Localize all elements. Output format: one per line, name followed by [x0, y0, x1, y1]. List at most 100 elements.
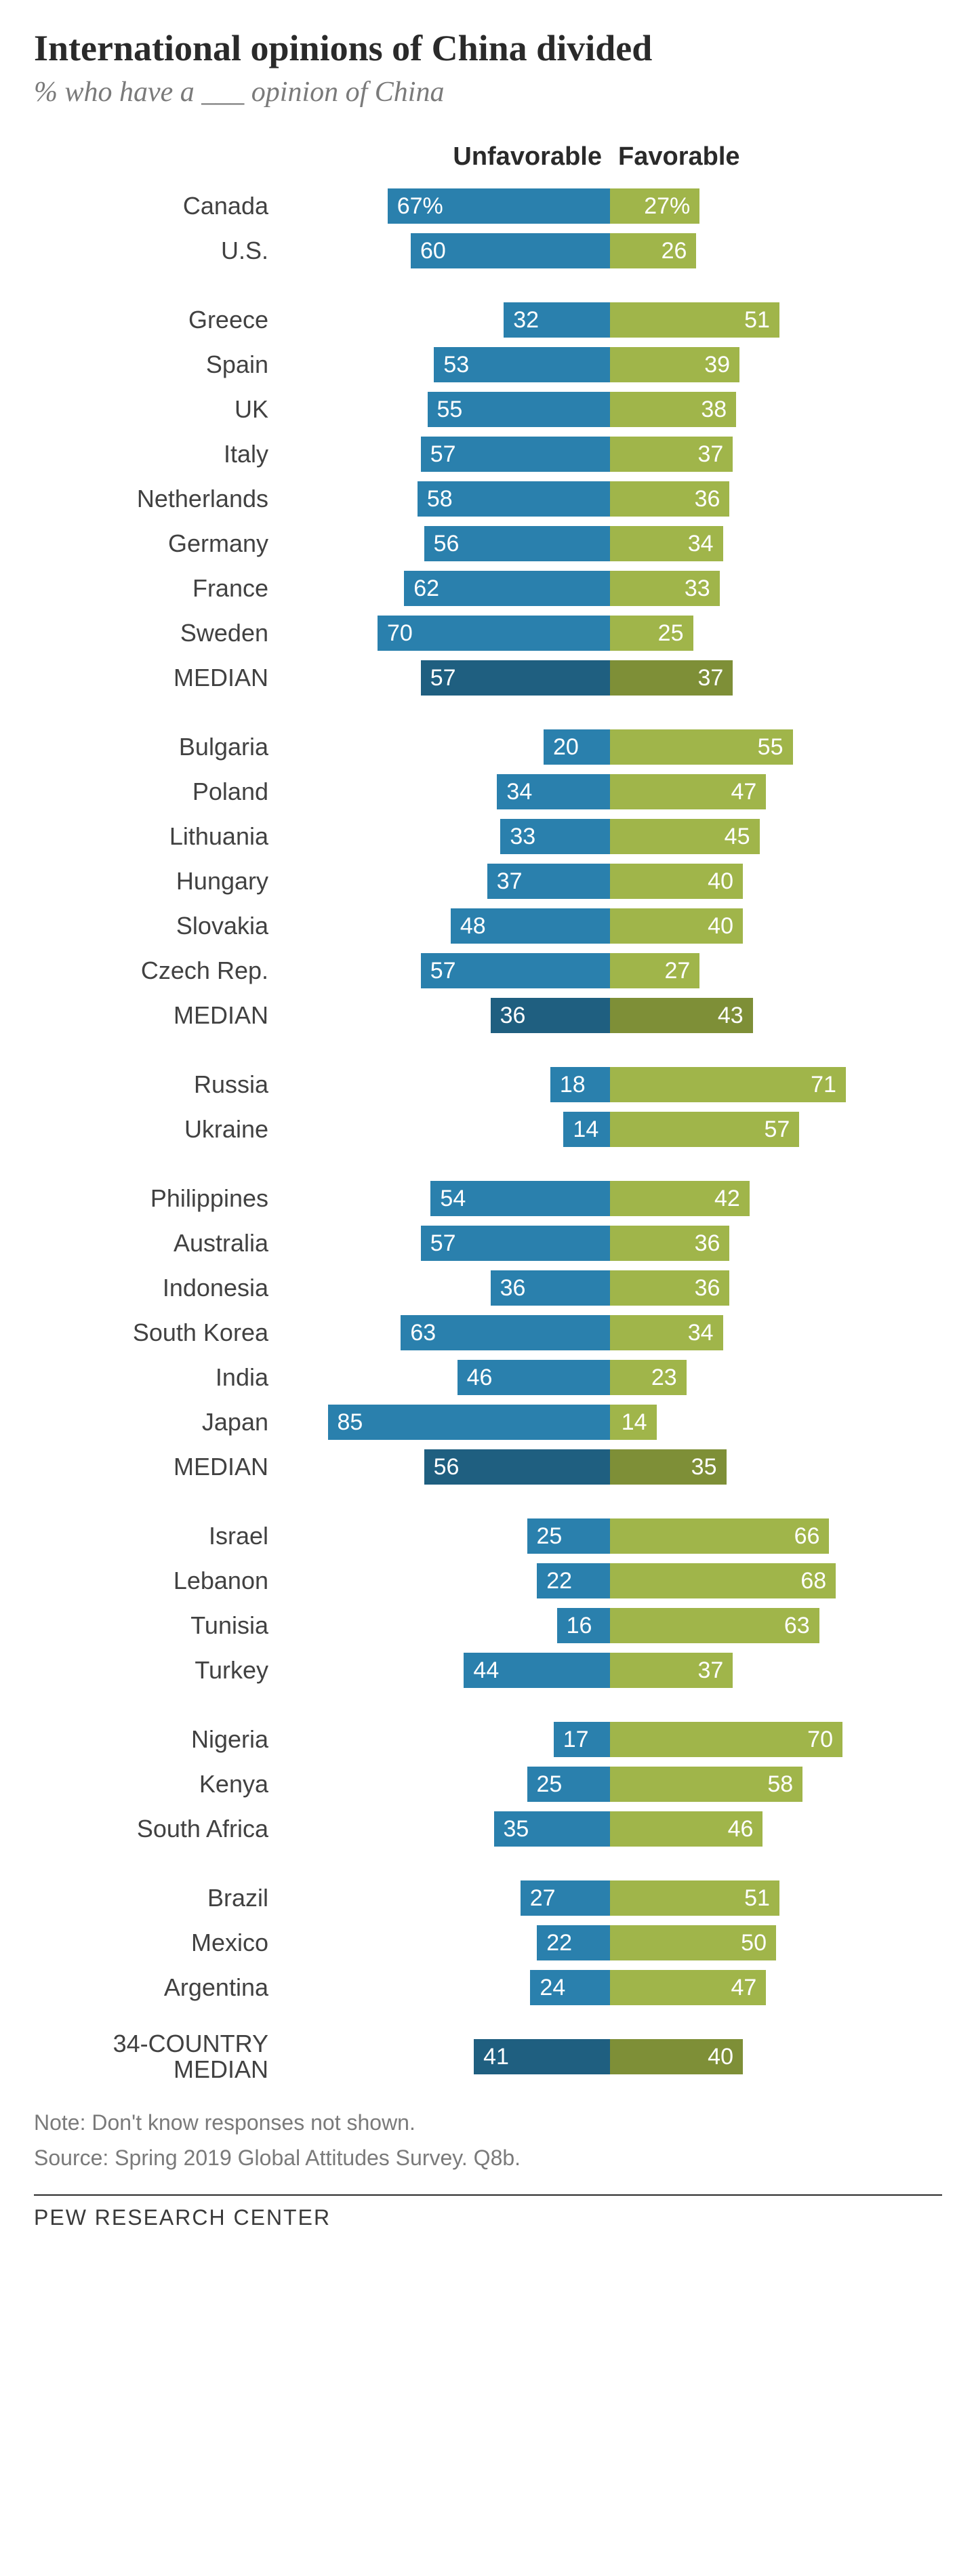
- bar-unfavorable-container: 56: [278, 526, 610, 561]
- bar-unfavorable: 54: [430, 1181, 610, 1216]
- bar-favorable-container: 37: [610, 1653, 942, 1688]
- chart-rows: Canada67%27%U.S.6026Greece3251Spain5339U…: [34, 184, 942, 2079]
- bar-favorable-container: 23: [610, 1360, 942, 1395]
- row-label: Netherlands: [34, 486, 278, 512]
- data-row: Slovakia4840: [34, 904, 942, 948]
- data-row: Argentina2447: [34, 1965, 942, 2010]
- chart-container: International opinions of China divided …: [0, 0, 976, 2264]
- bar-favorable-container: 58: [610, 1767, 942, 1802]
- row-label: Canada: [34, 193, 278, 219]
- data-row: Hungary3740: [34, 859, 942, 904]
- data-row: Czech Rep.5727: [34, 948, 942, 993]
- bar-favorable: 40: [610, 864, 743, 899]
- bar-unfavorable-container: 57: [278, 437, 610, 472]
- bar-favorable: 40: [610, 908, 743, 944]
- data-row: Australia5736: [34, 1221, 942, 1266]
- bar-unfavorable-container: 46: [278, 1360, 610, 1395]
- bar-unfavorable-container: 44: [278, 1653, 610, 1688]
- data-row: UK5538: [34, 387, 942, 432]
- bar-unfavorable: 70: [378, 616, 610, 651]
- bar-favorable: 50: [610, 1925, 776, 1960]
- bar-favorable: 57: [610, 1112, 799, 1147]
- bar-unfavorable-container: 18: [278, 1067, 610, 1102]
- bar-unfavorable-container: 56: [278, 1449, 610, 1485]
- bar-unfavorable-container: 53: [278, 347, 610, 382]
- bar-unfavorable: 56: [424, 526, 610, 561]
- data-row: Philippines5442: [34, 1176, 942, 1221]
- bar-favorable-container: 70: [610, 1722, 942, 1757]
- data-row: Canada 67%27%: [34, 184, 942, 228]
- bar-favorable: 37: [610, 660, 733, 696]
- brand-label: PEW RESEARCH CENTER: [34, 2205, 942, 2230]
- bar-unfavorable-container: 37: [278, 864, 610, 899]
- bar-unfavorable: 36: [491, 1270, 610, 1306]
- bar-favorable: 34: [610, 526, 723, 561]
- bar-favorable: 39: [610, 347, 739, 382]
- row-label: France: [34, 576, 278, 601]
- bar-favorable-container: 37: [610, 660, 942, 696]
- row-label: UK: [34, 397, 278, 422]
- bar-favorable: 14: [610, 1405, 657, 1440]
- bar-favorable-container: 43: [610, 998, 942, 1033]
- bar-unfavorable: 25: [527, 1767, 611, 1802]
- data-row: Germany5634: [34, 521, 942, 566]
- bar-unfavorable-container: 27: [278, 1880, 610, 1916]
- bar-unfavorable-container: 48: [278, 908, 610, 944]
- data-row: Turkey4437: [34, 1648, 942, 1693]
- bar-unfavorable: 62: [404, 571, 610, 606]
- bar-unfavorable-container: 20: [278, 729, 610, 765]
- data-row: Japan8514: [34, 1400, 942, 1445]
- row-label: MEDIAN: [34, 1003, 278, 1028]
- bar-unfavorable-container: 22: [278, 1563, 610, 1598]
- data-row: Sweden7025: [34, 611, 942, 656]
- bar-favorable-container: 27%: [610, 188, 942, 224]
- bar-unfavorable-container: 25: [278, 1518, 610, 1554]
- data-row: MEDIAN5635: [34, 1445, 942, 1489]
- row-label: Sweden: [34, 620, 278, 646]
- bar-unfavorable-container: 57: [278, 1226, 610, 1261]
- bar-unfavorable: 34: [497, 774, 610, 809]
- bar-favorable-container: 51: [610, 302, 942, 338]
- data-row: Netherlands5836: [34, 477, 942, 521]
- bar-favorable: 55: [610, 729, 793, 765]
- data-row: Indonesia3636: [34, 1266, 942, 1310]
- bar-unfavorable-container: 55: [278, 392, 610, 427]
- bar-unfavorable-container: 41: [278, 2039, 610, 2074]
- bar-favorable: 70: [610, 1722, 842, 1757]
- bar-favorable: 38: [610, 392, 736, 427]
- bar-favorable-container: 40: [610, 864, 942, 899]
- data-row: Ukraine1457: [34, 1107, 942, 1152]
- data-row: Mexico2250: [34, 1920, 942, 1965]
- bar-unfavorable-container: 22: [278, 1925, 610, 1960]
- bar-favorable-container: 34: [610, 526, 942, 561]
- data-row: U.S.6026: [34, 228, 942, 273]
- bar-unfavorable: 67%: [388, 188, 610, 224]
- data-row: South Korea6334: [34, 1310, 942, 1355]
- bar-unfavorable-container: 36: [278, 1270, 610, 1306]
- bar-unfavorable-container: 85: [278, 1405, 610, 1440]
- bar-favorable: 63: [610, 1608, 819, 1643]
- data-row: India4623: [34, 1355, 942, 1400]
- bar-unfavorable: 53: [434, 347, 610, 382]
- row-label: Kenya: [34, 1771, 278, 1797]
- row-label: Russia: [34, 1072, 278, 1098]
- bar-favorable: 51: [610, 302, 779, 338]
- bar-unfavorable-container: 63: [278, 1315, 610, 1350]
- bar-unfavorable: 57: [421, 1226, 610, 1261]
- bar-unfavorable: 14: [563, 1112, 610, 1147]
- bar-unfavorable: 24: [530, 1970, 610, 2005]
- data-row: Greece3251: [34, 298, 942, 342]
- bar-unfavorable-container: 58: [278, 481, 610, 517]
- chart-title: International opinions of China divided: [34, 27, 942, 69]
- data-row: Bulgaria2055: [34, 725, 942, 769]
- bar-favorable-container: 71: [610, 1067, 942, 1102]
- row-label: Slovakia: [34, 913, 278, 939]
- row-label: MEDIAN: [34, 1454, 278, 1480]
- bar-favorable-container: 40: [610, 908, 942, 944]
- divider: [34, 2194, 942, 2196]
- group-gap: [34, 1489, 942, 1514]
- bar-favorable: 26: [610, 233, 696, 268]
- row-label: Lithuania: [34, 824, 278, 849]
- bar-favorable-container: 55: [610, 729, 942, 765]
- bar-favorable-container: 47: [610, 1970, 942, 2005]
